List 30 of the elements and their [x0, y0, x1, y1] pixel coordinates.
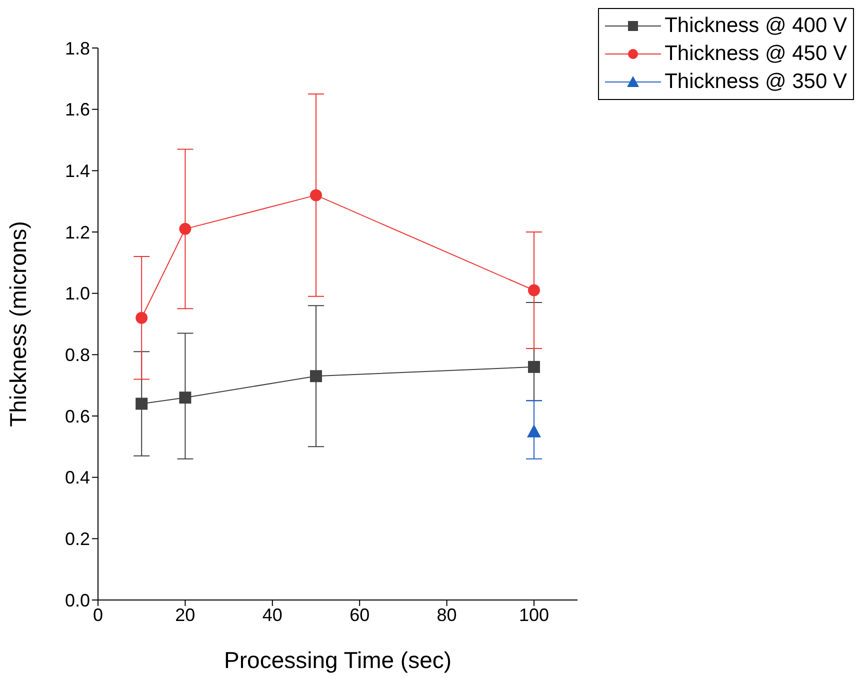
point [179, 222, 192, 235]
y-tick-label: 0.4 [64, 468, 90, 488]
point [526, 424, 541, 438]
point [528, 360, 540, 373]
x-tick-label: 80 [436, 604, 457, 625]
x-tick-label: 100 [518, 604, 550, 625]
y-tick-label: 1.6 [64, 100, 90, 120]
y-axis-title: Thickness (microns) [5, 221, 32, 427]
x-tick-label: 60 [350, 604, 370, 625]
legend-label: Thickness @ 400 V [664, 14, 847, 38]
y-tick-label: 0.6 [64, 406, 90, 426]
point [310, 370, 322, 382]
y-tick-label: 0.2 [64, 529, 90, 550]
x-axis-title: Processing Time (sec) [224, 647, 452, 673]
x-tick-label: 0 [92, 604, 104, 625]
y-tick-label: 1.0 [64, 284, 90, 304]
point [136, 312, 148, 324]
x-tick-label: 40 [262, 604, 282, 625]
point [310, 189, 322, 202]
y-tick-label: 0.0 [64, 590, 90, 610]
x-tick-label: 20 [175, 604, 196, 625]
y-tick-label: 1.4 [64, 161, 90, 182]
y-tick-label: 0.8 [64, 345, 90, 366]
point [528, 284, 540, 296]
point [136, 398, 148, 410]
y-tick-label: 1.8 [64, 38, 90, 58]
legend-label: Thickness @ 450 V [664, 42, 847, 66]
legend-label: Thickness @ 350 V [664, 70, 847, 94]
point [179, 392, 192, 404]
y-tick-label: 1.2 [64, 222, 90, 242]
